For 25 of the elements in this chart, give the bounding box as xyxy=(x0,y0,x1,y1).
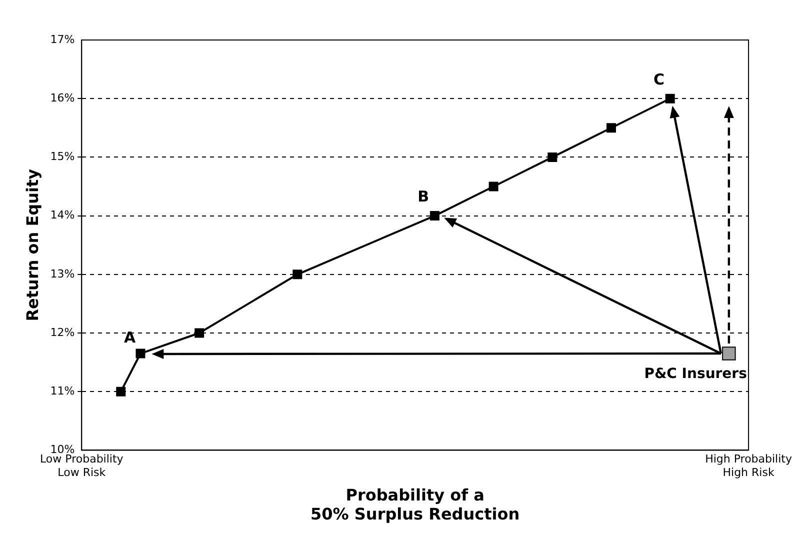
point xyxy=(136,348,146,358)
y-tick-label: 13% xyxy=(50,267,75,280)
point xyxy=(488,182,498,192)
y-tick-label: 16% xyxy=(50,91,75,104)
series-label: P&C Insurers xyxy=(644,366,747,382)
annotation: C xyxy=(653,70,665,88)
y-tick-label: 15% xyxy=(50,150,75,164)
point xyxy=(116,386,126,396)
y-tick-label: 11% xyxy=(50,384,75,398)
y-tick-label: 17% xyxy=(50,32,75,46)
point xyxy=(606,123,616,133)
x-tick-label: Low Probability Low Risk xyxy=(40,452,124,479)
annotation: A xyxy=(124,328,136,346)
y-tick-label: 14% xyxy=(50,208,75,222)
x-axis-title: Probability of a 50% Surplus Reduction xyxy=(310,485,520,524)
y-tick-label: 12% xyxy=(50,326,75,339)
point xyxy=(722,346,736,360)
point xyxy=(548,152,558,162)
x-tick-label: High Probability High Risk xyxy=(705,452,792,479)
annotation: B xyxy=(418,188,430,206)
point xyxy=(430,211,440,221)
point xyxy=(665,94,675,104)
point xyxy=(194,328,204,338)
point xyxy=(292,270,302,280)
y-axis-title: Return on Equity xyxy=(22,168,42,322)
